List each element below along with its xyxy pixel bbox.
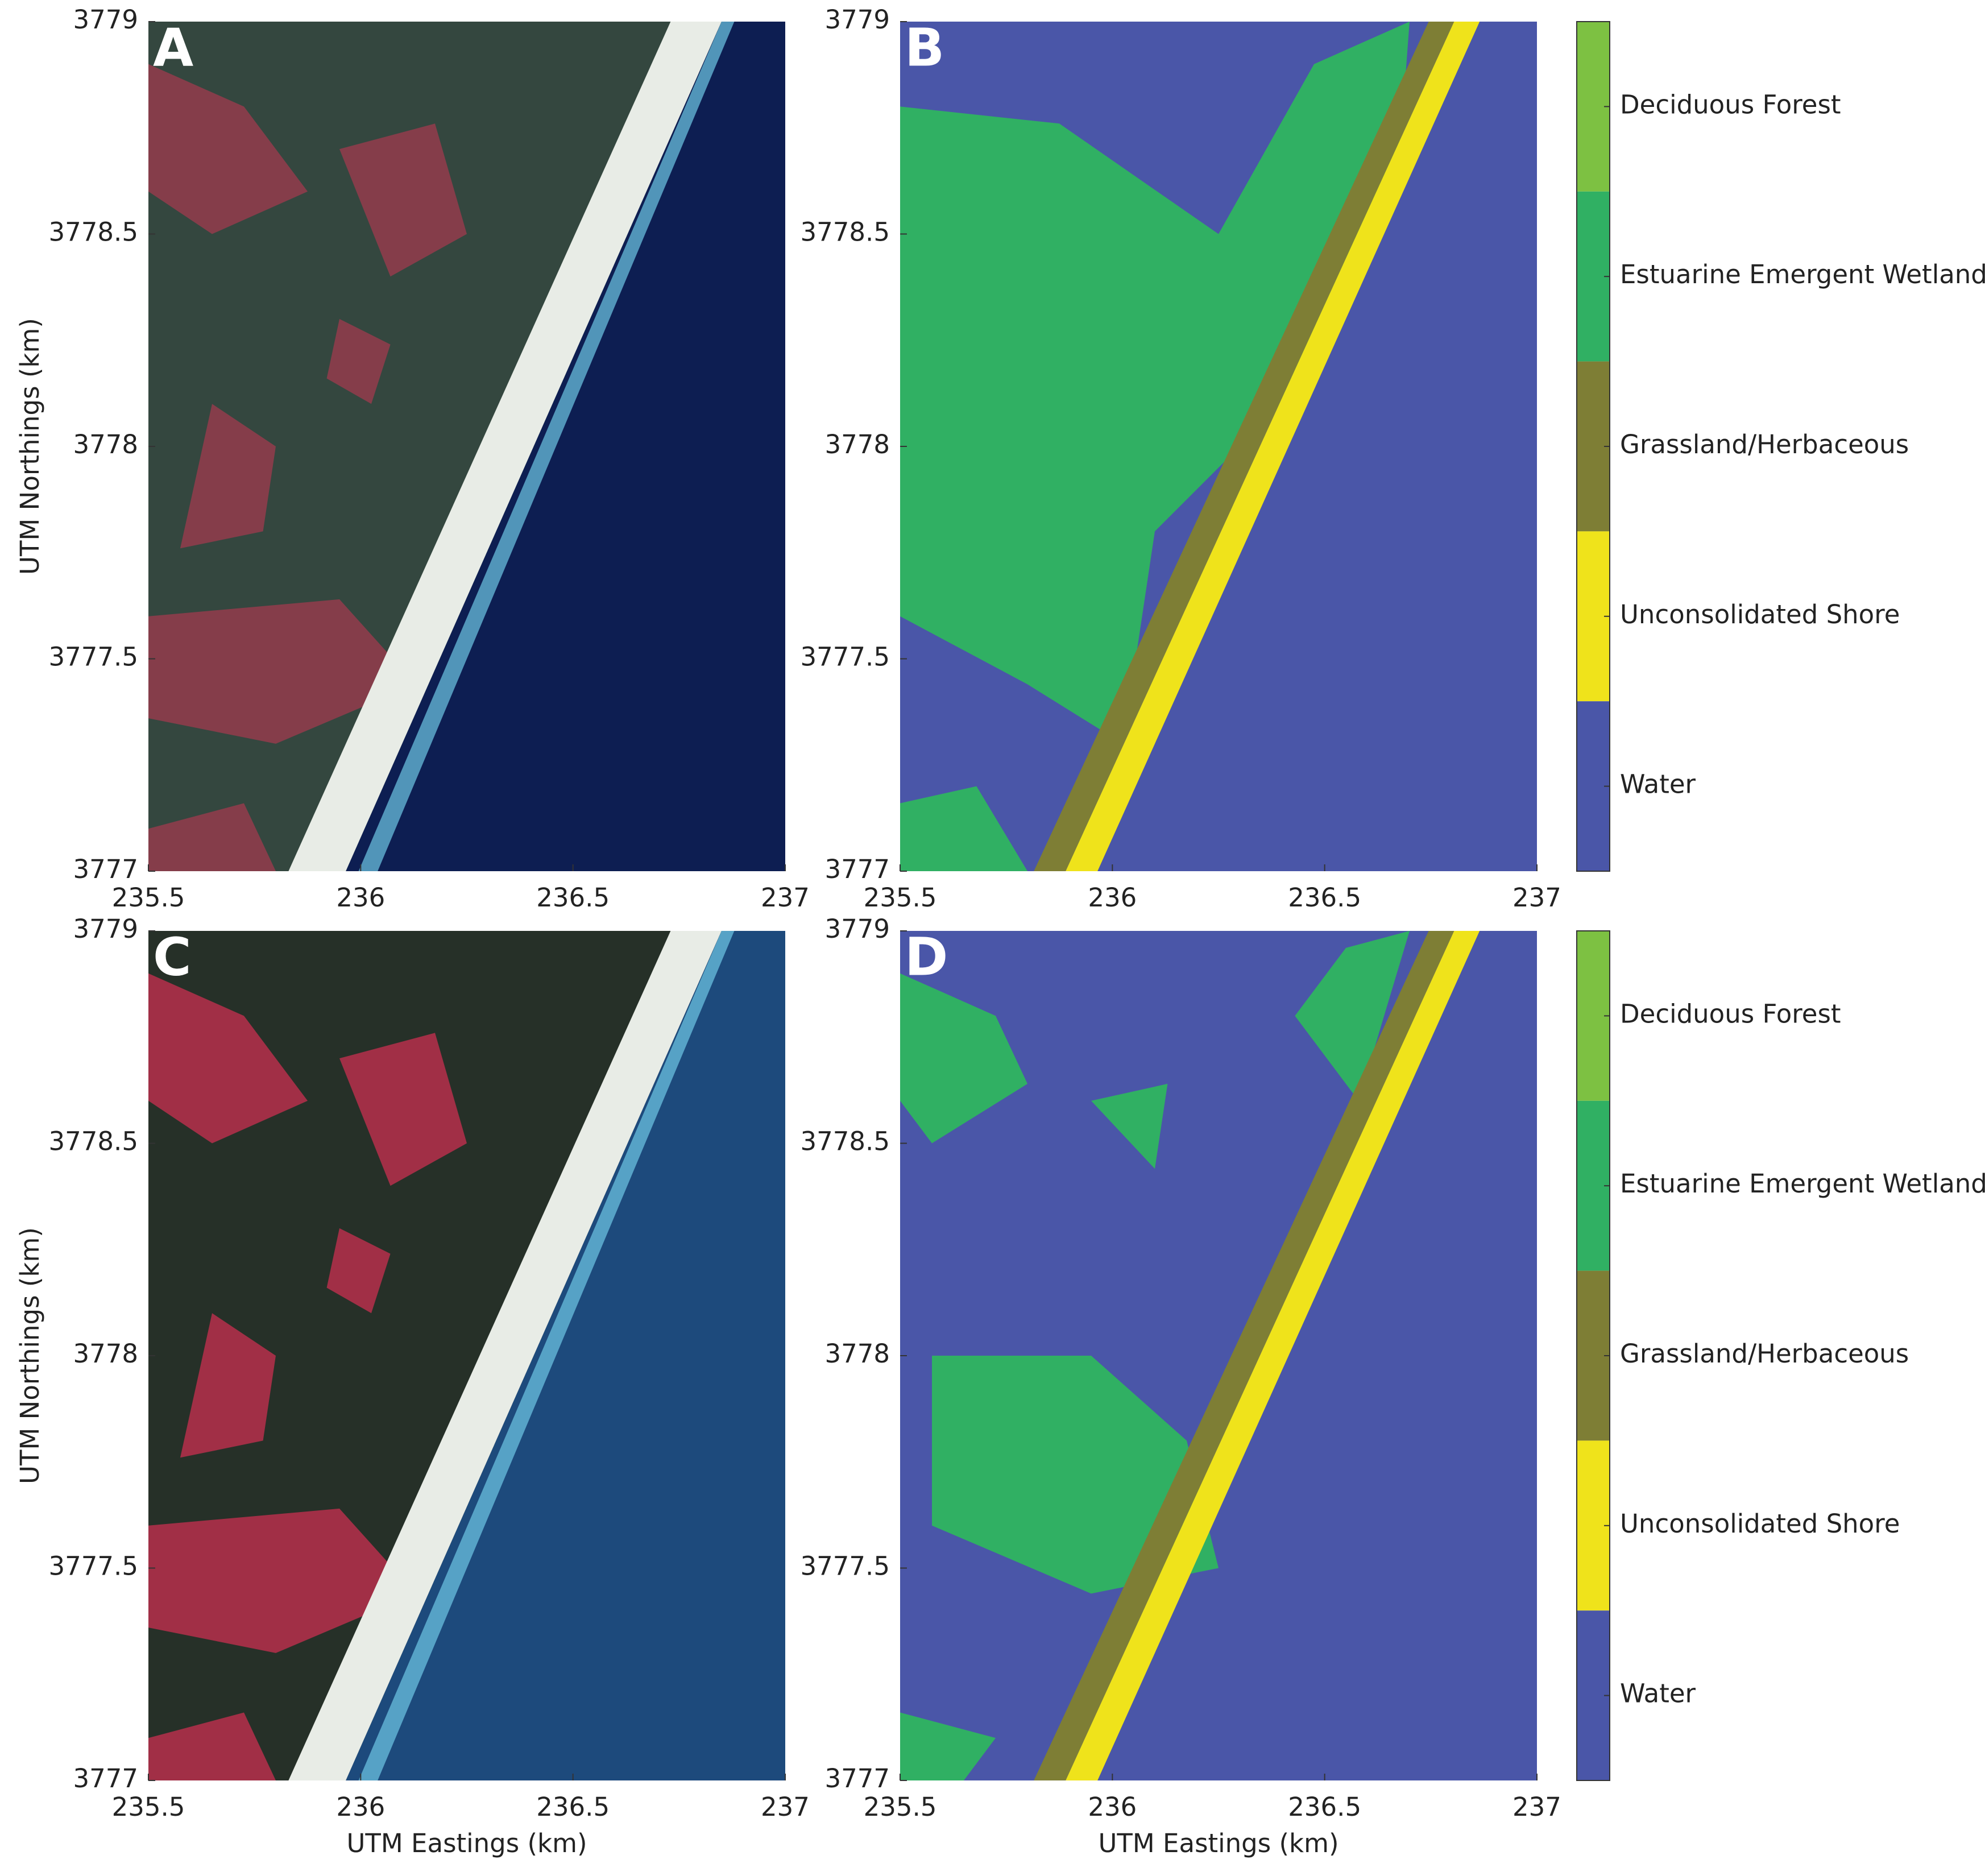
x-tick-label: 236 [1088, 883, 1137, 913]
x-tick-label: 236 [336, 1792, 385, 1822]
wetland [900, 1712, 996, 1780]
colorbar-label: Unconsolidated Shore [1620, 599, 1900, 630]
beach [288, 22, 722, 871]
x-tick-label: 235.5 [112, 883, 185, 913]
y-tick-label: 3779 [73, 914, 138, 944]
colorbar-frame [1576, 21, 1610, 872]
panel-image [900, 22, 1537, 871]
y-tick-label: 3778.5 [801, 217, 890, 247]
y-tick-label: 3777.5 [49, 642, 138, 672]
x-tick-label: 237 [761, 883, 810, 913]
y-tick-label: 3777 [73, 854, 138, 884]
y-tick-label: 3778.5 [801, 1127, 890, 1157]
x-tick-label: 235.5 [112, 1792, 185, 1822]
shore [1066, 931, 1480, 1780]
panel-letter: C [153, 926, 192, 987]
x-axis-label: UTM Eastings (km) [347, 1828, 587, 1858]
vegetation [148, 64, 308, 234]
y-tick-label: 3777.5 [801, 1551, 890, 1581]
x-tick-label: 237 [1512, 883, 1561, 913]
colorbar-label: Estuarine Emergent Wetland [1620, 259, 1985, 289]
grassland [1034, 22, 1454, 871]
y-tick-label: 3778 [824, 1339, 890, 1369]
x-tick-label: 236 [1088, 1792, 1137, 1822]
wetland [900, 786, 1027, 871]
beach [288, 931, 722, 1780]
y-tick-label: 3777 [824, 854, 890, 884]
y-axis-label: UTM Northings (km) [15, 318, 45, 575]
vegetation [148, 599, 416, 744]
colorbar-frame [1576, 930, 1610, 1781]
vegetation [339, 1033, 467, 1186]
y-tick-label: 3778 [73, 1339, 138, 1369]
panel-letter: A [153, 17, 193, 78]
colorbar-label: Deciduous Forest [1620, 89, 1841, 119]
panel-letter: D [905, 926, 948, 987]
x-tick-label: 236.5 [536, 883, 610, 913]
x-tick-label: 235.5 [864, 883, 937, 913]
colorbar-label: Water [1620, 769, 1696, 800]
vegetation [180, 404, 276, 549]
surf [358, 931, 735, 1780]
y-tick-label: 3777 [73, 1763, 138, 1794]
x-axis-label: UTM Eastings (km) [1099, 1828, 1339, 1858]
x-tick-label: 237 [1512, 1792, 1561, 1822]
wetland [932, 1356, 1219, 1594]
vegetation [180, 1313, 276, 1458]
y-tick-label: 3779 [824, 914, 890, 944]
y-tick-label: 3777 [824, 1763, 890, 1794]
y-tick-label: 3777.5 [49, 1551, 138, 1581]
y-tick-label: 3778.5 [49, 1127, 138, 1157]
vegetation [326, 318, 391, 404]
surf [358, 22, 735, 871]
wetland [1091, 1083, 1168, 1169]
wetland [900, 973, 1027, 1144]
colorbar-label: Unconsolidated Shore [1620, 1509, 1900, 1539]
vegetation [339, 123, 467, 277]
colorbar-label: Estuarine Emergent Wetland [1620, 1169, 1985, 1199]
panel-image [148, 22, 785, 871]
y-tick-label: 3777.5 [801, 642, 890, 672]
vegetation [148, 803, 276, 871]
y-tick-label: 3778.5 [49, 217, 138, 247]
y-axis-label: UTM Northings (km) [15, 1227, 45, 1484]
y-tick-label: 3778 [824, 429, 890, 459]
x-tick-label: 237 [761, 1792, 810, 1822]
colorbar-label: Deciduous Forest [1620, 999, 1841, 1029]
colorbar-label: Grassland/Herbaceous [1620, 429, 1909, 459]
x-tick-label: 236.5 [536, 1792, 610, 1822]
panel-image [148, 931, 785, 1780]
y-tick-label: 3779 [824, 5, 890, 35]
x-tick-label: 235.5 [864, 1792, 937, 1822]
colorbar-label: Grassland/Herbaceous [1620, 1339, 1909, 1369]
vegetation [326, 1228, 391, 1314]
x-tick-label: 236.5 [1288, 1792, 1361, 1822]
y-tick-label: 3778 [73, 429, 138, 459]
wetland [900, 22, 1410, 744]
x-tick-label: 236.5 [1288, 883, 1361, 913]
vegetation [148, 1712, 276, 1780]
colorbar-label: Water [1620, 1679, 1696, 1709]
y-tick-label: 3779 [73, 5, 138, 35]
vegetation [148, 1508, 416, 1653]
panel-image [900, 931, 1537, 1780]
wetland [1295, 931, 1410, 1101]
vegetation [148, 973, 308, 1144]
panel-letter: B [905, 17, 944, 78]
x-tick-label: 236 [336, 883, 385, 913]
shore [1066, 22, 1480, 871]
grassland [1034, 931, 1454, 1780]
